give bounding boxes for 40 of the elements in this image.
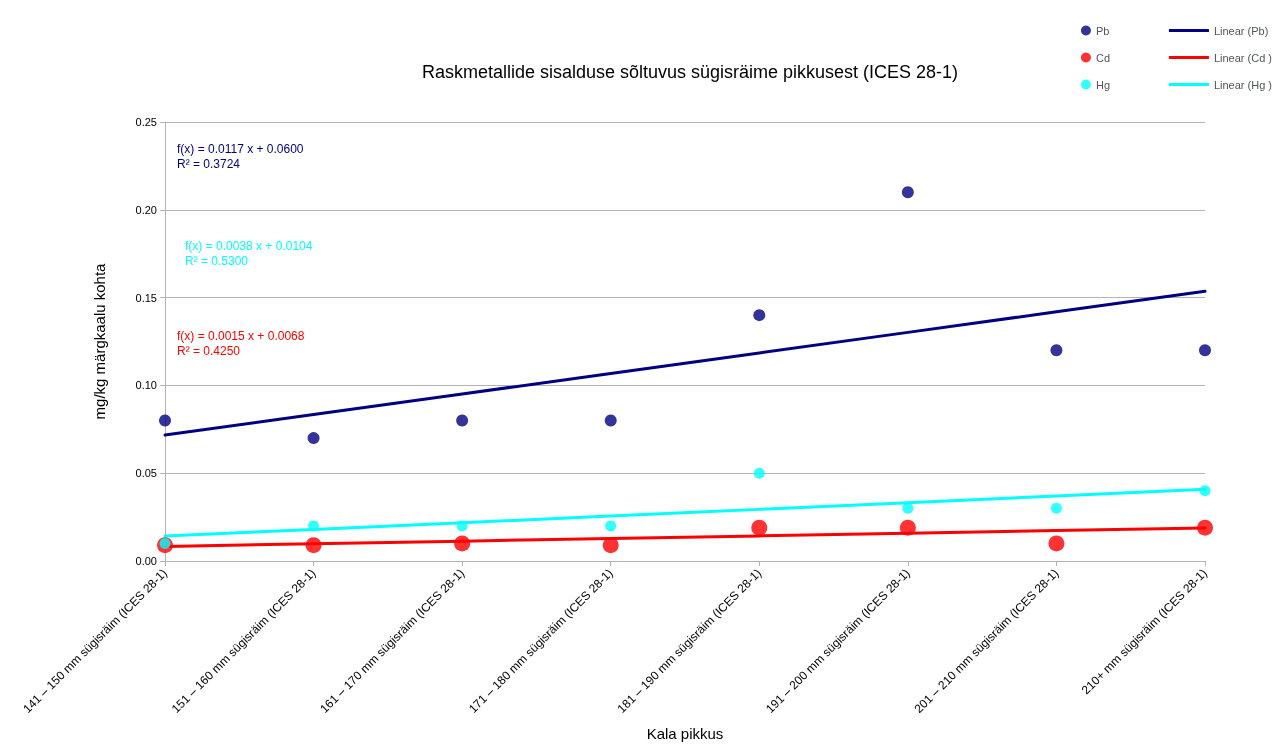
line-series [163, 289, 1207, 437]
chart-title: Raskmetallide sisalduse sõltuvus sügisräime pikkusest (ICES 28-1) [421, 62, 959, 82]
annotation: f(x) = 0.0117 x + 0.0600 R² = 0.3724 [177, 141, 304, 171]
point [454, 535, 471, 552]
legend-label: Linear (Cd ) [1213, 51, 1272, 64]
point [1050, 502, 1062, 514]
point [1197, 519, 1213, 536]
annotation: f(x) = 0.0015 x + 0.0068 R² = 0.4250 [177, 328, 305, 358]
x-axis-title: Kala pikkus [646, 725, 724, 742]
point [899, 519, 916, 536]
y-tick-label: 0.00 [135, 555, 157, 567]
point [308, 520, 320, 532]
point [456, 414, 469, 427]
legend-label: Cd [1095, 51, 1110, 64]
point [605, 520, 617, 532]
point [751, 519, 768, 536]
y-tick-label: 0.15 [135, 291, 157, 304]
point [602, 537, 619, 554]
y-tick-label: 0.20 [135, 203, 157, 216]
y-tick-label: 0.25 [135, 116, 157, 128]
point [159, 414, 171, 427]
legend-label: Linear (Hg ) [1213, 78, 1272, 91]
legend-label: Pb [1095, 24, 1110, 37]
point [1199, 344, 1211, 357]
y-tick-label: 0.05 [135, 467, 157, 480]
y-tick-label: 0.10 [135, 379, 157, 392]
point [305, 537, 322, 554]
point [1199, 485, 1211, 497]
point [901, 186, 914, 199]
point [307, 432, 320, 445]
point [456, 520, 468, 532]
legend-label: Linear (Pb) [1213, 24, 1269, 37]
point [753, 309, 766, 322]
legend-label: Hg [1095, 78, 1110, 91]
point [753, 467, 765, 479]
point [604, 414, 617, 427]
point [1048, 535, 1065, 552]
point [1050, 344, 1063, 357]
annotation: f(x) = 0.0038 x + 0.0104 R² = 0.5300 [185, 238, 313, 268]
y-axis-title: mg/kg märgkaalu kohta [91, 262, 108, 420]
